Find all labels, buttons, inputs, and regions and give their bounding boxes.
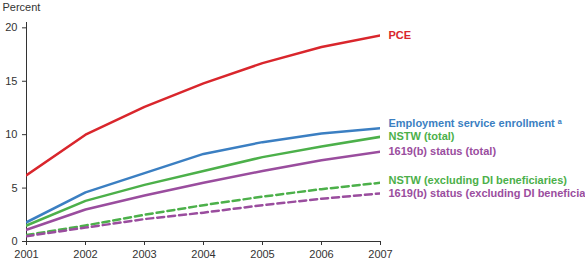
svg-text:2007: 2007 — [368, 248, 392, 260]
svg-text:2003: 2003 — [132, 248, 156, 260]
svg-text:2006: 2006 — [309, 248, 333, 260]
svg-text:10: 10 — [5, 128, 17, 140]
svg-text:15: 15 — [5, 75, 17, 87]
svg-text:2005: 2005 — [250, 248, 274, 260]
svg-text:NSTW (excluding DI beneficiari: NSTW (excluding DI beneficiaries) — [389, 174, 568, 186]
svg-text:2004: 2004 — [191, 248, 215, 260]
svg-text:1619(b) status (total): 1619(b) status (total) — [389, 145, 497, 157]
svg-text:20: 20 — [5, 21, 17, 33]
svg-text:1619(b) status (excluding DI b: 1619(b) status (excluding DI beneficiari… — [389, 187, 585, 199]
svg-text:5: 5 — [11, 182, 17, 194]
svg-text:PCE: PCE — [389, 29, 412, 41]
svg-text:NSTW (total): NSTW (total) — [389, 130, 455, 142]
svg-text:2001: 2001 — [14, 248, 38, 260]
svg-text:Employment service enrollment: Employment service enrollment ᵃ — [389, 117, 563, 129]
svg-text:0: 0 — [11, 235, 17, 247]
svg-text:Percent: Percent — [3, 1, 41, 13]
svg-text:2002: 2002 — [73, 248, 97, 260]
